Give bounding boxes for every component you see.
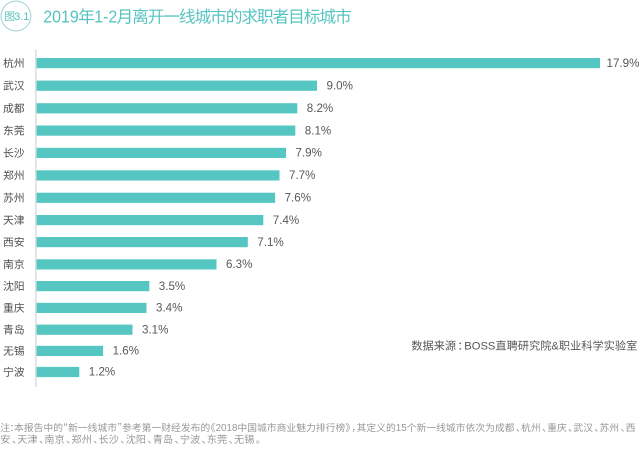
- svg-text:8.1%: 8.1%: [305, 124, 331, 137]
- svg-text:1.6%: 1.6%: [113, 345, 139, 358]
- svg-text:7.4%: 7.4%: [273, 214, 299, 227]
- svg-text:15: 15: [396, 423, 407, 434]
- svg-text:3.1%: 3.1%: [142, 323, 168, 336]
- svg-text:7.9%: 7.9%: [296, 147, 322, 160]
- svg-text:3.1: 3.1: [14, 11, 29, 23]
- svg-text:BOSS: BOSS: [464, 341, 495, 353]
- svg-text:7.1%: 7.1%: [257, 236, 283, 249]
- svg-text:3.4%: 3.4%: [156, 302, 182, 315]
- svg-text:1-2: 1-2: [94, 6, 117, 26]
- svg-text:17.9%: 17.9%: [607, 57, 640, 70]
- svg-text:3.5%: 3.5%: [159, 280, 185, 293]
- svg-text:8.2%: 8.2%: [307, 102, 333, 115]
- svg-text:7.7%: 7.7%: [289, 169, 315, 182]
- svg-text:2018: 2018: [216, 423, 238, 434]
- svg-text:1.2%: 1.2%: [89, 366, 115, 379]
- svg-text:&: &: [551, 341, 559, 353]
- svg-text:7.6%: 7.6%: [285, 192, 311, 205]
- svg-text:9.0%: 9.0%: [327, 79, 353, 92]
- svg-text:6.3%: 6.3%: [226, 258, 252, 271]
- svg-text:2019: 2019: [43, 6, 78, 26]
